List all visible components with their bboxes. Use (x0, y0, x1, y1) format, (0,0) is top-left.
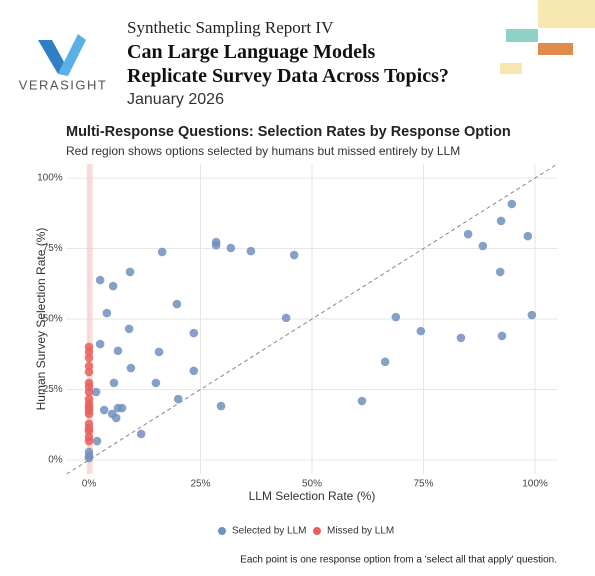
report-title: Can Large Language Models Replicate Surve… (127, 41, 449, 87)
point (497, 331, 507, 341)
point (99, 405, 109, 415)
legend-label: Missed by LLM (327, 526, 394, 537)
point (173, 394, 183, 404)
point (84, 387, 94, 397)
chart-title: Multi-Response Questions: Selection Rate… (66, 124, 511, 140)
point (416, 326, 426, 336)
y-axis-label: Human Survey Selection Rate (%) (34, 228, 48, 411)
logo (38, 40, 64, 74)
point (157, 247, 167, 257)
point (84, 361, 94, 371)
legend-label: Selected by LLM (232, 526, 307, 537)
point (281, 313, 291, 323)
point (84, 426, 94, 436)
report-date: January 2026 (127, 91, 224, 108)
y-tick-label: 50% (43, 314, 63, 325)
x-tick-label: 25% (190, 479, 210, 490)
marks (84, 199, 537, 463)
x-axis-label: LLM Selection Rate (%) (249, 489, 376, 503)
point (102, 308, 112, 318)
point (391, 312, 401, 322)
chart-note: Each point is one response option from a… (240, 555, 557, 566)
point (124, 324, 134, 334)
point (92, 436, 102, 446)
y-tick-label: 100% (37, 173, 63, 184)
point (380, 357, 390, 367)
diagonal (66, 163, 558, 475)
point (211, 240, 221, 250)
point (91, 387, 101, 397)
x-tick-label: 100% (522, 479, 548, 490)
point (84, 453, 94, 463)
point (84, 353, 94, 363)
deco (500, 63, 522, 74)
legend-swatch (313, 527, 321, 535)
point (478, 241, 488, 251)
x-tick-label: 75% (413, 479, 433, 490)
point (151, 378, 161, 388)
x-tick-label: 0% (82, 479, 97, 490)
missed-region (86, 164, 93, 474)
point (289, 250, 299, 260)
chart-subtitle: Red region shows options selected by hum… (66, 144, 460, 158)
point (172, 299, 182, 309)
point (126, 363, 136, 373)
point (113, 346, 123, 356)
point (136, 429, 146, 439)
grid (66, 163, 558, 475)
deco (538, 0, 595, 28)
legend-swatch (218, 527, 226, 535)
point (84, 347, 94, 357)
logo (58, 34, 86, 76)
y-tick-label: 25% (43, 384, 63, 395)
point (111, 413, 121, 423)
point (125, 267, 135, 277)
point (357, 396, 367, 406)
point (246, 246, 256, 256)
point (507, 199, 517, 209)
point (108, 281, 118, 291)
x-tick-label: 50% (302, 479, 322, 490)
brand: VERASIGHT (19, 77, 108, 92)
point (456, 333, 466, 343)
deco (538, 43, 573, 55)
point (154, 347, 164, 357)
point (84, 367, 94, 377)
point (226, 243, 236, 253)
report-series: Synthetic Sampling Report IV (127, 18, 334, 37)
point (117, 403, 127, 413)
point (84, 409, 94, 419)
point (84, 436, 94, 446)
point (95, 339, 105, 349)
point (189, 366, 199, 376)
y-tick-label: 75% (43, 243, 63, 254)
point (495, 267, 505, 277)
point (109, 378, 119, 388)
point (189, 328, 199, 338)
deco (506, 29, 538, 42)
point (527, 310, 537, 320)
point (523, 231, 533, 241)
point (463, 229, 473, 239)
y-tick-label: 0% (48, 455, 63, 466)
point (496, 216, 506, 226)
point (95, 275, 105, 285)
point (216, 401, 226, 411)
